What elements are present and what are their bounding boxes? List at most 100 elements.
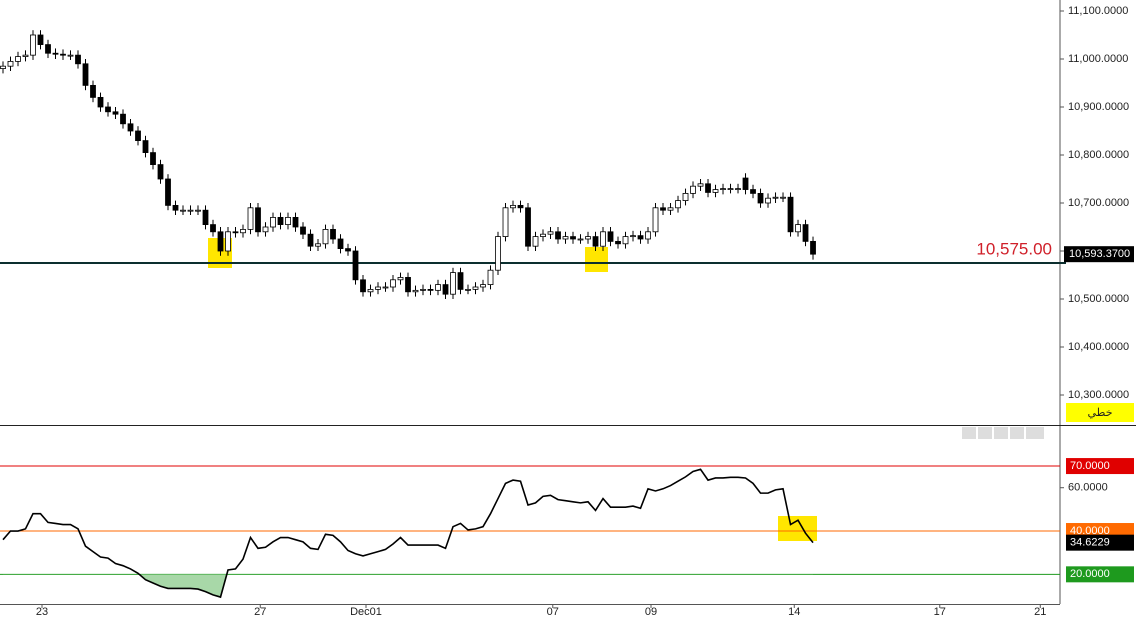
candle-body — [120, 113, 126, 125]
toolbar-button[interactable] — [1026, 427, 1044, 439]
candle-body — [585, 236, 591, 240]
candle-body — [225, 231, 231, 252]
candle-body — [420, 288, 426, 291]
candle-body — [277, 216, 284, 225]
candle-body — [352, 250, 359, 281]
last-price-box — [1064, 246, 1134, 263]
candle-body — [82, 63, 89, 86]
x-tick-label: Dec01 — [350, 606, 382, 618]
candle-body — [540, 233, 546, 237]
candle-body — [787, 196, 794, 233]
candle-body — [157, 164, 164, 180]
x-tick-label: 14 — [788, 606, 800, 618]
candle-body — [795, 224, 801, 233]
candle-body — [487, 269, 494, 285]
candle-body — [660, 207, 666, 211]
x-tick-label: 09 — [645, 606, 657, 618]
candle-body — [510, 204, 516, 209]
candle-body — [90, 84, 96, 98]
candle-body — [675, 200, 681, 209]
candle-body — [630, 235, 636, 238]
candle-body — [15, 56, 21, 62]
candle-body — [292, 216, 299, 228]
y-tick-label: 10,400.0000 — [1068, 341, 1129, 353]
candle-body — [337, 238, 344, 249]
candle-body — [7, 60, 14, 67]
candle-body — [637, 235, 644, 240]
candle-body — [465, 288, 471, 291]
x-tick-label: 07 — [547, 606, 559, 618]
candle-body — [742, 177, 749, 190]
candle-body — [300, 226, 306, 235]
x-tick-label: 21 — [1034, 606, 1046, 618]
last-value-label: 34.6229 — [1070, 537, 1110, 549]
candle-body — [367, 288, 374, 293]
chart-type-label[interactable]: خطي — [1088, 407, 1113, 419]
candle-body — [682, 192, 689, 201]
y-tick-label: 11,000.0000 — [1068, 53, 1128, 65]
candle-body — [97, 96, 104, 108]
candle-body — [435, 284, 441, 291]
candle-body — [547, 231, 554, 235]
candle-body — [772, 196, 779, 199]
candle-body — [232, 231, 239, 234]
candle-body — [502, 207, 509, 237]
candle-body — [270, 216, 276, 228]
candle-body — [165, 178, 171, 206]
candle-body — [397, 276, 404, 281]
toolbar-button[interactable] — [1010, 427, 1024, 439]
candle-body — [652, 207, 659, 233]
candle-body — [450, 272, 456, 295]
level-label: 40.0000 — [1070, 525, 1110, 537]
last-value-box — [1066, 534, 1134, 551]
toolbar-button[interactable] — [994, 427, 1008, 439]
x-tick-label: 17 — [934, 606, 946, 618]
candle-body — [480, 284, 486, 288]
y-tick-label: 10,500.0000 — [1068, 293, 1129, 305]
candle-body — [645, 231, 651, 240]
candle-body — [592, 236, 599, 247]
candle-body — [75, 54, 81, 65]
candle-body — [757, 192, 764, 204]
candle-body — [315, 243, 321, 247]
candle-body — [195, 209, 201, 212]
candle-body — [712, 189, 719, 193]
candle-body — [240, 228, 246, 234]
candle-body — [810, 240, 816, 255]
x-tick-label: 27 — [254, 606, 266, 618]
level-box — [1066, 458, 1134, 475]
candle-body — [210, 224, 216, 233]
candle-body — [202, 209, 209, 225]
candle-body — [442, 284, 449, 295]
candle-body — [172, 204, 179, 211]
candle-body — [142, 140, 149, 153]
candle-body — [375, 286, 381, 290]
toolbar-button[interactable] — [962, 427, 976, 439]
y-tick-label: 10,900.0000 — [1068, 101, 1129, 113]
candle-body — [577, 238, 584, 241]
candle-body — [285, 216, 291, 225]
level-label: 70.0000 — [1070, 460, 1110, 472]
candle-body — [780, 196, 786, 199]
candle-body — [22, 54, 29, 57]
candle-body — [180, 209, 186, 212]
candle-body — [525, 207, 531, 247]
candle-body — [472, 286, 479, 290]
candle-body — [427, 288, 434, 291]
candle-body — [322, 228, 329, 245]
candle-body — [345, 248, 351, 252]
candle-body — [765, 197, 771, 204]
candle-body — [135, 130, 141, 141]
toolbar-button[interactable] — [978, 427, 992, 439]
chart-type-box[interactable] — [1066, 403, 1134, 422]
candle-body — [615, 240, 621, 245]
candle-body — [330, 228, 336, 240]
candle-body — [412, 289, 419, 293]
candle-body — [390, 279, 396, 288]
candle-body — [247, 207, 254, 230]
candle-body — [555, 231, 561, 240]
x-tick-label: 23 — [36, 606, 48, 618]
candle-body — [45, 44, 51, 54]
